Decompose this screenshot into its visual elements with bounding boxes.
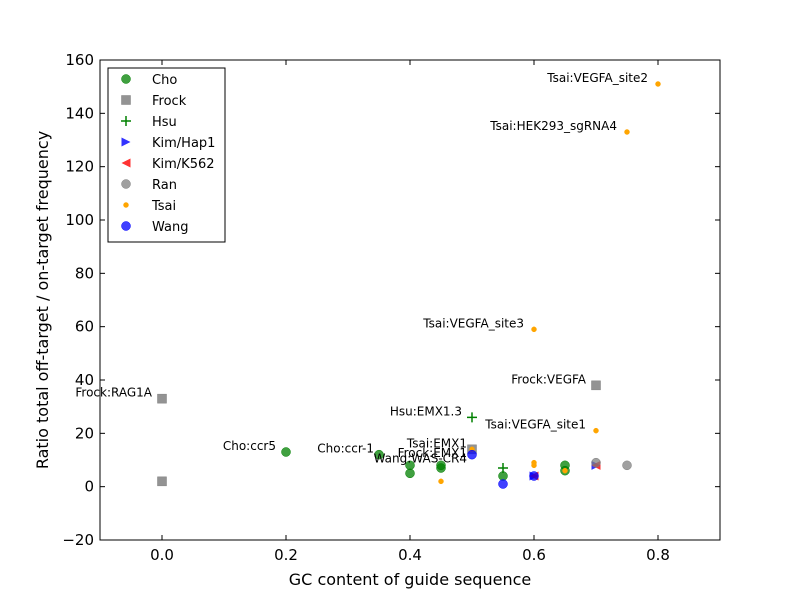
legend-entry: Ran xyxy=(121,178,177,193)
legend-marker xyxy=(123,202,129,208)
data-point xyxy=(591,457,601,468)
y-tick-label: 120 xyxy=(65,158,94,176)
legend-entry: Kim/Hap1 xyxy=(121,136,215,151)
legend-label: Kim/Hap1 xyxy=(152,136,215,151)
data-point xyxy=(593,427,599,434)
point-annotation: Frock:VEGFA xyxy=(511,372,587,386)
legend-label: Cho xyxy=(152,73,177,88)
legend-label: Tsai xyxy=(151,199,176,214)
y-tick-label: 60 xyxy=(75,318,94,336)
point-annotation: Wang:WAS-CR4 xyxy=(374,452,467,466)
point-annotation: Frock:EMX1 xyxy=(398,446,467,460)
series-hsu xyxy=(467,412,508,473)
x-tick-label: 0.0 xyxy=(150,546,174,564)
y-tick-label: 80 xyxy=(75,264,94,282)
data-point xyxy=(591,380,601,391)
data-point xyxy=(498,479,508,489)
data-point xyxy=(655,81,661,87)
legend-marker xyxy=(121,179,131,189)
y-axis-ticks: −20 0 20 40 60 80 100 120 140 160 xyxy=(62,51,720,549)
y-tick-label: 140 xyxy=(65,104,94,122)
y-tick-label: 160 xyxy=(65,51,94,69)
x-tick-label: 0.2 xyxy=(274,546,298,564)
point-annotation: Hsu:EMX1.3 xyxy=(390,404,462,418)
data-point xyxy=(498,463,508,473)
y-axis-label: Ratio total off-target / on-target frequ… xyxy=(33,131,52,469)
legend-marker xyxy=(121,74,131,84)
data-point xyxy=(374,449,384,460)
data-point xyxy=(562,467,568,474)
legend-entry: Hsu xyxy=(121,115,177,130)
data-point xyxy=(281,447,291,457)
data-point xyxy=(157,393,167,404)
y-tick-label: 20 xyxy=(75,424,94,442)
legend-label: Kim/K562 xyxy=(152,157,215,172)
point-annotation: Cho:ccr-1 xyxy=(317,442,374,456)
series-ran xyxy=(591,457,632,471)
x-tick-label: 0.8 xyxy=(646,546,670,564)
y-tick-label: 100 xyxy=(65,211,94,229)
legend-label: Frock xyxy=(152,94,187,109)
point-annotation: Cho:ccr5 xyxy=(223,439,276,453)
legend-label: Ran xyxy=(152,178,177,193)
data-point xyxy=(467,412,477,423)
legend-marker xyxy=(121,137,131,147)
point-annotation: Tsai:VEGFA_site1 xyxy=(484,418,586,432)
series-cho xyxy=(281,447,570,481)
data-point xyxy=(531,462,537,469)
annotations-layer: Tsai:VEGFA_site2 Tsai:HEK293_sgRNA4 Tsai:V… xyxy=(75,71,648,466)
data-point xyxy=(531,326,537,333)
point-annotation: Tsai:EMX1 xyxy=(406,436,467,450)
legend-marker xyxy=(121,221,131,231)
legend-label: Hsu xyxy=(152,115,177,130)
legend-entry: Cho xyxy=(121,73,177,88)
legend-entry: Tsai xyxy=(123,199,176,214)
legend-label: Wang xyxy=(152,220,188,235)
marks-layer xyxy=(157,81,661,489)
legend: Cho Frock Hsu Kim/Hap1 Kim/K562 Ran Tsai Wang xyxy=(107,67,226,243)
x-tick-label: 0.4 xyxy=(398,546,422,564)
point-annotation: Tsai:VEGFA_site3 xyxy=(422,316,524,330)
x-axis-ticks: 0.0 0.2 0.4 0.6 0.8 xyxy=(150,60,670,564)
y-tick-label: −20 xyxy=(62,531,94,549)
y-tick-label: 40 xyxy=(75,371,94,389)
data-point xyxy=(157,476,167,487)
legend-entry: Kim/K562 xyxy=(121,157,215,172)
data-point xyxy=(529,471,539,481)
data-point xyxy=(436,463,446,473)
legend-marker xyxy=(121,158,131,168)
x-axis-label: GC content of guide sequence xyxy=(289,570,531,589)
series-frock xyxy=(157,380,601,487)
legend-entry: Frock xyxy=(121,94,187,109)
point-annotation: Tsai:HEK293_sgRNA4 xyxy=(489,119,617,133)
legend-marker xyxy=(121,116,131,126)
data-point xyxy=(438,478,444,485)
x-tick-label: 0.6 xyxy=(522,546,546,564)
legend-entry: Wang xyxy=(121,220,188,235)
data-point xyxy=(624,129,630,135)
y-tick-label: 0 xyxy=(84,478,94,496)
point-annotation: Frock:RAG1A xyxy=(75,386,152,400)
data-point xyxy=(467,449,477,460)
data-point xyxy=(622,460,632,471)
series-wang xyxy=(467,449,539,489)
legend-marker xyxy=(121,95,131,105)
point-annotation: Tsai:VEGFA_site2 xyxy=(546,71,648,85)
data-point xyxy=(405,468,415,479)
